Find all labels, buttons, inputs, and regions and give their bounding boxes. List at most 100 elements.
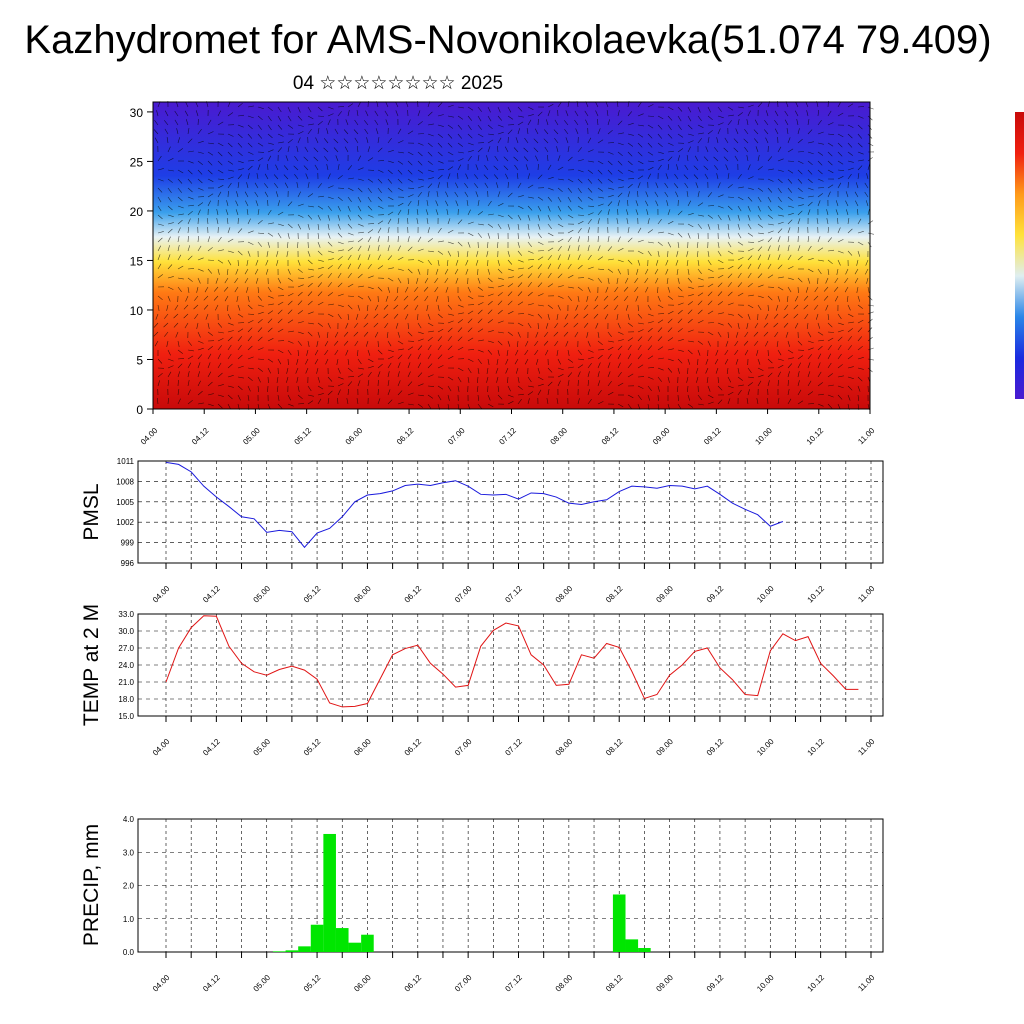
precip-xtick-label: 08.12: [604, 973, 625, 994]
heatmap-xtick-label: 09.00: [651, 426, 672, 447]
temp-xtick-label: 07.00: [453, 737, 474, 758]
precip-bar: [361, 934, 374, 952]
heatmap-xtick-label: 06.00: [344, 426, 365, 447]
temp-xtick-label: 08.12: [604, 737, 625, 758]
temp-ytick-label: 15.0: [118, 712, 134, 721]
temp-ytick-label: 27.0: [118, 644, 134, 653]
temp-xtick-label: 11.00: [856, 737, 876, 757]
temp-xtick-label: 06.12: [403, 737, 424, 758]
heatmap-xtick-label: 10.12: [805, 426, 826, 447]
pmsl-ytick-label: 1002: [116, 518, 134, 527]
precip-bar: [323, 833, 336, 952]
precip-xtick-label: 11.00: [856, 973, 876, 993]
pmsl-ytick-label: 1011: [117, 457, 135, 466]
pmsl-xtick-label: 08.12: [604, 584, 625, 605]
heatmap-xtick-label: 06.12: [395, 426, 416, 447]
heatmap-xtick-label: 05.00: [241, 426, 262, 447]
temp-xtick-label: 07.12: [503, 737, 524, 758]
heatmap-field: [153, 102, 870, 409]
colorbar: [1015, 112, 1024, 399]
pmsl-xtick-label: 04.00: [151, 584, 172, 605]
pmsl-xtick-label: 05.00: [252, 584, 273, 605]
pmsl-frame: [137, 460, 884, 564]
heatmap-xtick-label: 08.12: [600, 426, 621, 447]
precip-bar: [335, 928, 349, 952]
temp-ytick-label: 18.0: [118, 695, 134, 704]
precip-ytick-label: 2.0: [123, 882, 135, 891]
precip-bar: [348, 942, 362, 952]
precip-bar: [625, 939, 639, 952]
precip-ylabel: PRECIP, mm: [80, 824, 103, 946]
pmsl-ytick-label: 999: [121, 539, 135, 548]
pmsl-xtick-label: 08.00: [554, 584, 575, 605]
pmsl-ytick-label: 996: [121, 559, 135, 568]
pmsl-xtick-label: 06.12: [403, 584, 424, 605]
temp-xtick-label: 10.00: [755, 737, 776, 758]
pmsl-xtick-label: 07.00: [453, 584, 474, 605]
heatmap-xtick-label: 09.12: [702, 426, 723, 447]
pmsl-xtick-label: 05.12: [302, 584, 323, 605]
precip-xtick-label: 08.00: [554, 973, 575, 994]
temp-xtick-label: 10.12: [806, 737, 827, 758]
pmsl-ytick-label: 1008: [116, 477, 134, 486]
heatmap-ytick-label: 30: [130, 106, 144, 120]
temp-xtick-label: 06.00: [352, 737, 373, 758]
precip-xtick-label: 10.12: [806, 973, 827, 994]
wind-vectors: [153, 100, 875, 410]
chart-title: Kazhydromet for AMS-Novonikolaevka(51.07…: [24, 18, 992, 62]
heatmap-xtick-label: 07.00: [446, 426, 467, 447]
heatmap-xtick-label: 10.00: [753, 426, 774, 447]
pmsl-xtick-label: 06.00: [352, 584, 373, 605]
pmsl-xtick-label: 11.00: [856, 584, 876, 604]
precip-xtick-label: 06.00: [352, 973, 373, 994]
pmsl-ytick-label: 1005: [116, 498, 134, 507]
temp-ylabel: TEMP at 2 M: [80, 604, 103, 726]
heatmap-ytick-label: 10: [130, 304, 144, 318]
heatmap-xtick-label: 05.12: [293, 426, 314, 447]
precip-xtick-label: 06.12: [403, 973, 424, 994]
heatmap-xtick-label: 07.12: [497, 426, 518, 447]
pmsl-xtick-label: 09.12: [705, 584, 726, 605]
precip-bar: [273, 951, 286, 952]
precip-ytick-label: 0.0: [123, 948, 135, 957]
heatmap-xtick-label: 04.12: [190, 426, 211, 447]
temp-xtick-label: 09.00: [654, 737, 675, 758]
temp-ytick-label: 21.0: [118, 678, 134, 687]
precip-bar: [285, 950, 299, 952]
precip-bar: [612, 894, 626, 952]
precip-bar: [298, 946, 311, 952]
heatmap-xtick-label: 11.00: [856, 426, 876, 446]
temp-ytick-label: 33.0: [118, 610, 134, 619]
precip-bar: [310, 924, 324, 952]
precip-xtick-label: 09.12: [705, 973, 726, 994]
pmsl-ylabel: PMSL: [80, 483, 103, 540]
pmsl-xtick-label: 07.12: [503, 584, 524, 605]
pmsl-xtick-label: 04.12: [201, 584, 222, 605]
temp-xtick-label: 05.12: [302, 737, 323, 758]
precip-xtick-label: 07.12: [503, 973, 524, 994]
pmsl-xtick-label: 10.00: [755, 584, 776, 605]
precip-xtick-label: 05.12: [302, 973, 323, 994]
heatmap-ytick-label: 0: [136, 403, 143, 417]
precip-xtick-label: 10.00: [755, 973, 776, 994]
temp-ytick-label: 24.0: [118, 661, 134, 670]
precip-xtick-label: 04.12: [201, 973, 222, 994]
precip-bar: [638, 948, 651, 952]
heatmap-xtick-label: 04.00: [139, 426, 160, 447]
pmsl-xtick-label: 09.00: [654, 584, 675, 605]
temp-xtick-label: 04.00: [151, 737, 172, 758]
precip-xtick-label: 07.00: [453, 973, 474, 994]
temp-series-line: [165, 615, 859, 708]
temp-ytick-label: 30.0: [118, 627, 134, 636]
heatmap-ytick-label: 15: [130, 254, 144, 268]
precip-ytick-label: 1.0: [123, 915, 135, 924]
temp-xtick-label: 05.00: [252, 737, 273, 758]
precip-ytick-label: 4.0: [123, 815, 135, 824]
pmsl-xtick-label: 10.12: [806, 584, 827, 605]
pmsl-series-line: [165, 461, 784, 549]
heatmap-ytick-label: 5: [136, 353, 143, 367]
precip-xtick-label: 05.00: [252, 973, 273, 994]
heatmap-xtick-label: 08.00: [549, 426, 570, 447]
precip-xtick-label: 09.00: [654, 973, 675, 994]
